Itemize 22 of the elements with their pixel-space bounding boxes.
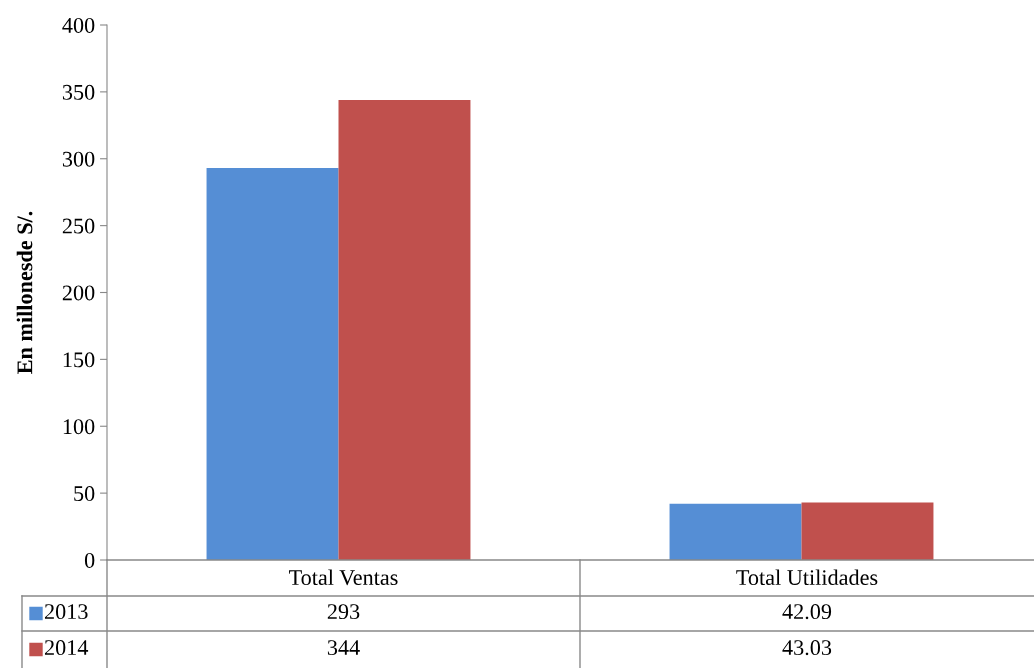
y-tick-label: 50: [74, 486, 95, 502]
legend-label: 2013: [44, 604, 88, 620]
y-tick-label: 100: [63, 419, 95, 435]
y-tick-label: 0: [84, 552, 95, 568]
data-label: 344: [327, 640, 360, 656]
bar: [206, 168, 339, 560]
y-tick-label: 300: [62, 151, 95, 167]
data-label: 293: [327, 604, 360, 620]
bar: [801, 502, 934, 560]
y-tick-label: 150: [63, 352, 95, 368]
legend-label: 2014: [44, 640, 89, 656]
bar: [669, 503, 802, 560]
bar: [338, 99, 471, 560]
data-label: 43.03: [782, 640, 832, 656]
y-axis-title: En millonesde S/.: [16, 211, 33, 374]
x-tick-label: Total Ventas: [289, 569, 398, 586]
x-tick-label: Total Utilidades: [736, 569, 878, 586]
y-tick-label: 250: [62, 218, 95, 234]
y-tick-label: 400: [62, 17, 95, 33]
data-label: 42.09: [782, 604, 832, 620]
y-tick-label: 200: [62, 285, 95, 301]
y-tick-label: 350: [62, 84, 95, 100]
